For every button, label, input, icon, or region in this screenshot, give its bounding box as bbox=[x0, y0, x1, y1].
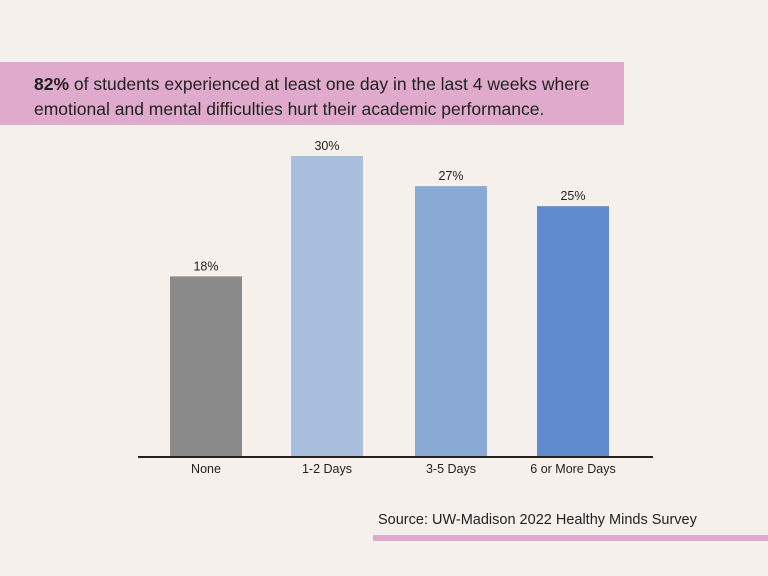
x-tick-label-3: 6 or More Days bbox=[530, 462, 615, 476]
x-tick-label-2: 3-5 Days bbox=[426, 462, 476, 476]
source-underline bbox=[373, 535, 768, 541]
data-label-0: 18% bbox=[193, 259, 218, 273]
data-label-1: 30% bbox=[314, 139, 339, 153]
headline-banner: 82% of students experienced at least one… bbox=[0, 62, 624, 125]
headline-line1: of students experienced at least one day… bbox=[69, 74, 590, 94]
source-note: Source: UW-Madison 2022 Healthy Minds Su… bbox=[378, 512, 697, 528]
bar-0 bbox=[170, 276, 242, 457]
headline-highlight: 82% bbox=[34, 74, 70, 94]
bar-2 bbox=[415, 186, 487, 457]
x-tick-label-1: 1-2 Days bbox=[302, 462, 352, 476]
headline-line2: emotional and mental difficulties hurt t… bbox=[34, 99, 545, 119]
bar-3 bbox=[537, 206, 609, 457]
x-tick-label-0: None bbox=[191, 462, 221, 476]
data-label-2: 27% bbox=[438, 169, 463, 183]
bar-1 bbox=[291, 156, 363, 457]
data-label-3: 25% bbox=[560, 189, 585, 203]
headline-text: 82% of students experienced at least one… bbox=[34, 72, 590, 122]
